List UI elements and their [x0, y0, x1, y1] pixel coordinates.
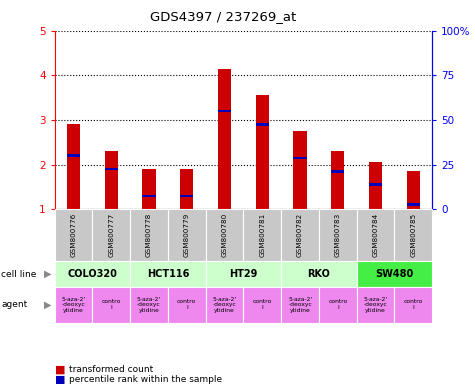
- Text: GSM800777: GSM800777: [108, 213, 114, 257]
- Bar: [331, 170, 344, 173]
- Text: HT29: HT29: [229, 269, 257, 279]
- Text: 5-aza-2'
-deoxyc
ytidine: 5-aza-2' -deoxyc ytidine: [363, 296, 388, 313]
- Bar: [67, 154, 80, 157]
- Text: HCT116: HCT116: [147, 269, 189, 279]
- Bar: [331, 151, 344, 209]
- Text: GSM800784: GSM800784: [372, 213, 379, 257]
- Text: 5-aza-2'
-deoxyc
ytidine: 5-aza-2' -deoxyc ytidine: [137, 296, 161, 313]
- Bar: [407, 171, 420, 209]
- Text: contro
l: contro l: [253, 300, 272, 310]
- Text: GSM800782: GSM800782: [297, 213, 303, 257]
- Bar: [104, 168, 118, 170]
- Bar: [142, 169, 156, 209]
- Text: contro
l: contro l: [102, 300, 121, 310]
- Text: GDS4397 / 237269_at: GDS4397 / 237269_at: [150, 10, 296, 23]
- Text: GSM800783: GSM800783: [335, 213, 341, 257]
- Bar: [142, 195, 156, 197]
- Bar: [104, 151, 118, 209]
- Text: contro
l: contro l: [328, 300, 348, 310]
- Text: 5-aza-2'
-deoxyc
ytidine: 5-aza-2' -deoxyc ytidine: [212, 296, 237, 313]
- Text: ▶: ▶: [44, 269, 51, 279]
- Bar: [180, 169, 193, 209]
- Text: SW480: SW480: [375, 269, 414, 279]
- Bar: [67, 124, 80, 209]
- Bar: [294, 131, 307, 209]
- Text: COLO320: COLO320: [67, 269, 117, 279]
- Bar: [218, 110, 231, 113]
- Bar: [256, 123, 269, 126]
- Bar: [218, 69, 231, 209]
- Text: ■: ■: [55, 364, 65, 374]
- Text: 5-aza-2'
-deoxyc
ytidine: 5-aza-2' -deoxyc ytidine: [61, 296, 86, 313]
- Bar: [369, 184, 382, 186]
- Text: GSM800776: GSM800776: [70, 213, 76, 257]
- Text: contro
l: contro l: [177, 300, 197, 310]
- Text: GSM800785: GSM800785: [410, 213, 417, 257]
- Text: 5-aza-2'
-deoxyc
ytidine: 5-aza-2' -deoxyc ytidine: [288, 296, 312, 313]
- Bar: [369, 162, 382, 209]
- Text: GSM800781: GSM800781: [259, 213, 266, 257]
- Text: transformed count: transformed count: [69, 365, 153, 374]
- Text: RKO: RKO: [307, 269, 331, 279]
- Text: cell line: cell line: [1, 270, 37, 279]
- Bar: [407, 204, 420, 206]
- Bar: [294, 157, 307, 159]
- Text: GSM800779: GSM800779: [184, 213, 190, 257]
- Text: ■: ■: [55, 374, 65, 384]
- Text: GSM800780: GSM800780: [221, 213, 228, 257]
- Bar: [180, 195, 193, 197]
- Text: GSM800778: GSM800778: [146, 213, 152, 257]
- Text: percentile rank within the sample: percentile rank within the sample: [69, 375, 222, 384]
- Bar: [256, 96, 269, 209]
- Text: ▶: ▶: [44, 300, 51, 310]
- Text: contro
l: contro l: [404, 300, 423, 310]
- Text: agent: agent: [1, 300, 28, 310]
